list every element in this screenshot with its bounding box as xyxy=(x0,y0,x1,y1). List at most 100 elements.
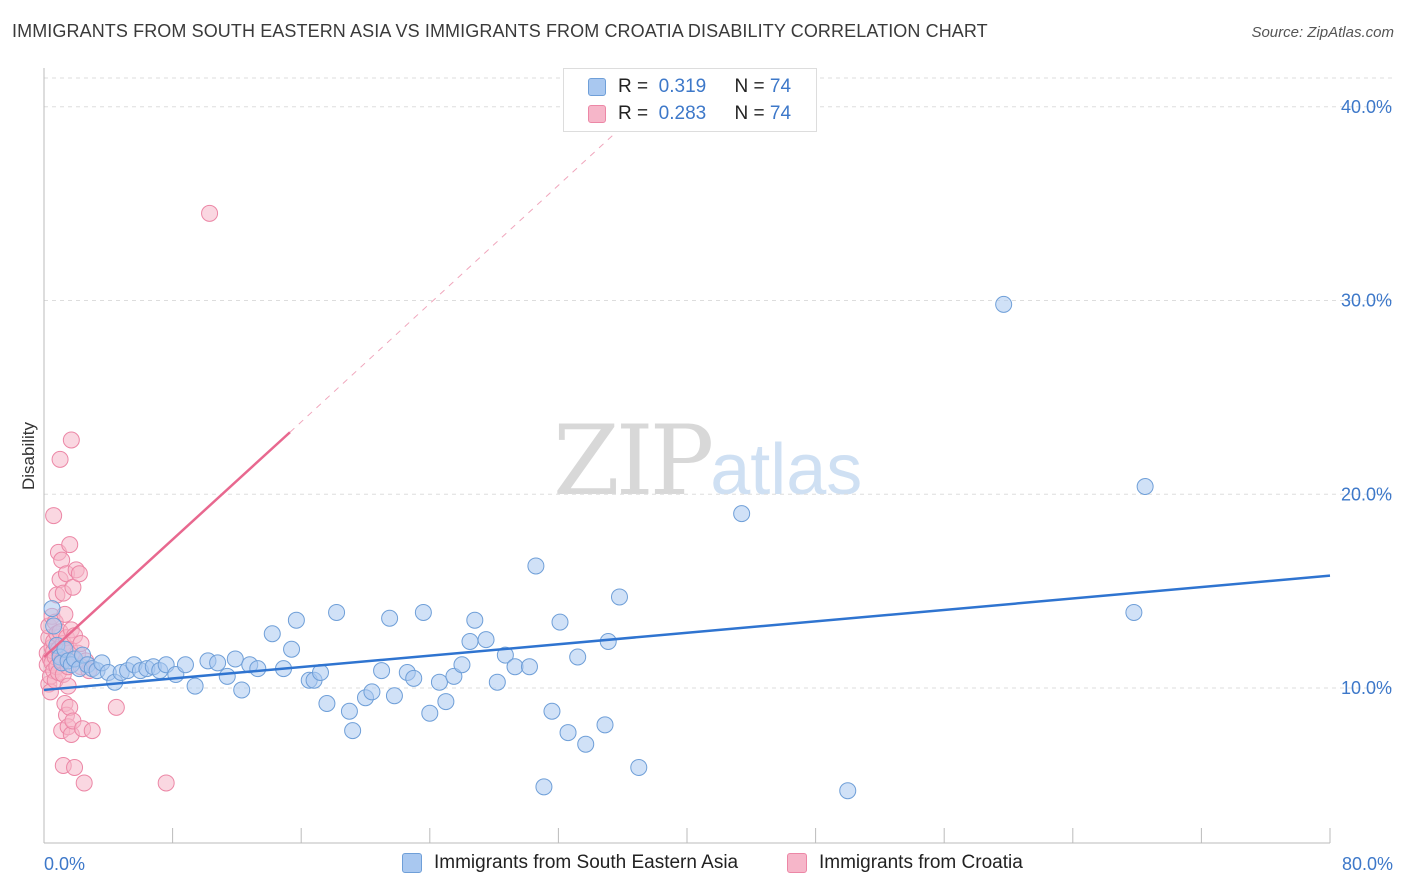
sea-point xyxy=(496,646,514,664)
legend-n-value: 74 xyxy=(769,76,792,97)
chart-title: IMMIGRANTS FROM SOUTH EASTERN ASIA VS IM… xyxy=(12,21,988,41)
sea-point xyxy=(328,603,346,621)
sea-point xyxy=(45,617,63,635)
axes xyxy=(43,68,1331,844)
tick-labels: 10.0% 20.0% 30.0% 40.0% 0.0% 80.0% xyxy=(44,97,1393,874)
legend-r-label: R = xyxy=(618,76,649,97)
sea-point xyxy=(559,724,577,742)
sea-point xyxy=(535,778,553,796)
sea-point xyxy=(414,603,432,621)
croatia-point xyxy=(70,565,88,583)
legend-r-label: R = xyxy=(618,103,649,124)
sea-points xyxy=(43,295,1154,800)
y-tick-label: 10.0% xyxy=(1341,678,1392,698)
sea-point xyxy=(461,633,479,650)
croatia-point xyxy=(75,774,93,792)
sea-point xyxy=(226,650,244,668)
sea-point xyxy=(527,557,545,575)
sea-point xyxy=(363,683,381,701)
sea-point xyxy=(445,667,463,685)
sea-point xyxy=(176,656,194,674)
sea-point xyxy=(1136,478,1154,495)
series-legend: Immigrants from South Eastern Asia Immig… xyxy=(0,852,1406,878)
sea-point xyxy=(610,588,628,606)
legend-n-value: 74 xyxy=(769,103,792,124)
sea-trend-line xyxy=(43,574,1331,692)
croatia-point xyxy=(83,722,101,740)
grid-lines xyxy=(44,77,1392,689)
legend-r-value: 0.319 xyxy=(658,76,707,97)
x-tick-label: 80.0% xyxy=(1342,854,1393,874)
y-tick-label: 20.0% xyxy=(1341,484,1392,504)
series-legend-sea: Immigrants from South Eastern Asia xyxy=(402,852,738,874)
sea-point xyxy=(283,640,301,658)
sea-point xyxy=(839,782,857,800)
sea-point xyxy=(596,716,614,734)
sea-point xyxy=(569,648,587,666)
series-label-croatia: Immigrants from Croatia xyxy=(819,852,1023,873)
trend-lines xyxy=(43,125,1331,692)
sea-point xyxy=(551,613,569,631)
sea-point xyxy=(506,658,524,676)
croatia-point xyxy=(157,774,175,792)
croatia-point xyxy=(64,578,82,596)
sea-point xyxy=(421,704,439,722)
sea-point xyxy=(733,505,751,523)
croatia-trend-extension xyxy=(289,125,624,433)
y-tick-label: 30.0% xyxy=(1341,291,1392,311)
legend-swatch-pink xyxy=(588,105,606,123)
sea-point xyxy=(318,695,336,712)
sea-point xyxy=(1125,603,1143,621)
croatia-point xyxy=(107,698,125,716)
sea-point xyxy=(43,600,61,618)
sea-point xyxy=(381,609,399,627)
sea-point xyxy=(218,667,236,685)
sea-point xyxy=(344,722,362,740)
sea-point xyxy=(437,693,455,711)
series-label-sea: Immigrants from South Eastern Asia xyxy=(434,852,739,873)
croatia-trend-line xyxy=(43,431,291,658)
croatia-points xyxy=(38,204,219,792)
sea-point xyxy=(186,677,204,695)
sea-point xyxy=(577,735,595,753)
sea-point xyxy=(630,758,648,776)
croatia-point xyxy=(61,536,79,554)
series-swatch-blue xyxy=(402,853,422,873)
legend-row-sea: R = 0.319 N = 74 xyxy=(588,76,791,98)
y-axis-label: Disability xyxy=(19,421,38,490)
series-swatch-pink xyxy=(787,853,807,873)
legend-swatch-blue xyxy=(588,78,606,96)
sea-point xyxy=(477,631,495,649)
sea-point xyxy=(466,611,484,629)
sea-point xyxy=(373,662,391,680)
sea-point xyxy=(488,673,506,691)
legend-row-croatia: R = 0.283 N = 74 xyxy=(588,103,791,125)
sea-point xyxy=(405,669,423,687)
croatia-point xyxy=(51,450,69,468)
croatia-point xyxy=(62,431,80,449)
sea-point xyxy=(520,658,538,676)
sea-point xyxy=(263,625,281,643)
y-tick-label: 40.0% xyxy=(1341,97,1392,117)
croatia-point xyxy=(201,204,219,222)
sea-point xyxy=(249,660,267,678)
legend-n-label: N = xyxy=(734,76,765,97)
sea-point xyxy=(543,702,561,720)
croatia-point xyxy=(66,758,84,776)
x-tick-label: 0.0% xyxy=(44,854,85,874)
sea-point xyxy=(453,656,471,674)
sea-point xyxy=(430,673,448,691)
sea-point xyxy=(340,702,358,720)
croatia-point xyxy=(45,507,63,525)
sea-point xyxy=(385,687,403,705)
sea-point xyxy=(287,611,305,629)
sea-point xyxy=(995,295,1013,313)
source-credit: Source: ZipAtlas.com xyxy=(1251,24,1394,41)
sea-point xyxy=(233,681,251,699)
sea-point xyxy=(209,654,227,672)
legend-r-value: 0.283 xyxy=(658,103,707,124)
series-legend-croatia: Immigrants from Croatia xyxy=(787,852,1023,874)
legend-n-label: N = xyxy=(734,103,765,124)
correlation-legend: R = 0.319 N = 74 R = 0.283 N = 74 xyxy=(563,68,817,132)
